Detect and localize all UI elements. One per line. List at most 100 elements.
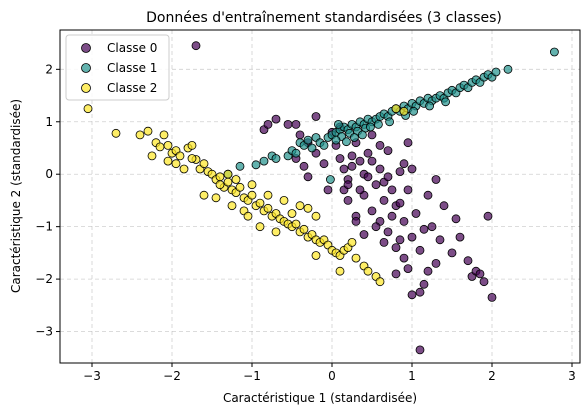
point-classe-0 (419, 279, 429, 289)
point-classe-1 (319, 140, 329, 150)
point-classe-0 (423, 266, 433, 276)
point-classe-0 (347, 161, 357, 171)
point-classe-0 (415, 345, 425, 355)
point-classe-0 (427, 222, 437, 232)
point-classe-0 (367, 206, 377, 216)
point-classe-1 (303, 135, 313, 145)
x-tick-label: 1 (408, 369, 416, 383)
point-classe-2 (347, 237, 357, 247)
plot-frame (59, 29, 581, 364)
point-classe-0 (407, 232, 417, 242)
point-classe-0 (335, 154, 345, 163)
point-classe-2 (187, 154, 197, 163)
point-classe-2 (399, 106, 409, 116)
point-classe-0 (383, 146, 393, 156)
point-classe-2 (83, 104, 93, 114)
point-classe-0 (403, 264, 413, 274)
point-classe-0 (399, 159, 409, 169)
y-axis-label: Caractéristique 2 (standardisée) (9, 99, 23, 293)
legend: Classe 0 Classe 1 Classe 2 (65, 34, 170, 101)
point-classe-0 (191, 41, 201, 51)
point-classe-2 (159, 130, 169, 140)
x-tick-label: −2 (163, 369, 181, 383)
point-classe-2 (375, 277, 385, 287)
point-classe-0 (271, 114, 281, 124)
point-classe-1 (441, 97, 451, 107)
point-classe-0 (347, 151, 357, 161)
point-classe-2 (135, 130, 145, 140)
point-classe-1 (385, 117, 395, 127)
point-classe-0 (375, 140, 385, 150)
x-tick-label: 2 (488, 369, 496, 383)
point-classe-2 (199, 159, 209, 169)
point-classe-0 (363, 148, 373, 158)
point-classe-0 (291, 120, 301, 129)
point-classe-1 (425, 101, 435, 111)
point-classe-0 (431, 175, 441, 184)
point-classe-1 (349, 133, 359, 142)
point-classe-2 (311, 251, 321, 260)
point-classe-0 (479, 277, 489, 287)
legend-marker-classe-0 (81, 43, 91, 53)
point-classe-0 (407, 290, 417, 300)
point-classe-0 (475, 269, 485, 279)
point-classe-0 (387, 185, 397, 195)
point-classe-2 (287, 209, 297, 218)
point-classe-2 (279, 195, 289, 205)
point-classe-2 (155, 142, 165, 152)
axis-ticks: −3 −2 −1 0 1 2 3 −3 −2 −1 0 1 2 (35, 62, 576, 383)
point-classe-1 (235, 161, 245, 171)
point-classe-2 (215, 172, 225, 182)
x-tick-label: −1 (243, 369, 261, 383)
point-classe-0 (323, 185, 333, 195)
point-classe-2 (291, 219, 301, 229)
point-classe-1 (271, 154, 281, 163)
point-classe-2 (363, 266, 373, 276)
point-classe-0 (263, 120, 273, 129)
point-classe-0 (415, 245, 425, 255)
point-classe-2 (227, 201, 237, 211)
point-classe-1 (357, 130, 367, 140)
point-classe-0 (383, 172, 393, 182)
point-classe-2 (223, 169, 233, 179)
point-classe-0 (355, 185, 365, 195)
legend-marker-classe-1 (81, 63, 91, 73)
point-classe-2 (231, 175, 241, 184)
point-classe-2 (255, 198, 265, 208)
point-classe-0 (451, 214, 461, 224)
point-classe-2 (247, 190, 257, 200)
point-classe-0 (395, 167, 405, 177)
point-classe-1 (307, 143, 317, 153)
point-classe-2 (171, 159, 181, 169)
point-classe-0 (439, 201, 449, 211)
legend-label-classe-1: Classe 1 (107, 61, 157, 75)
point-classe-0 (299, 161, 309, 171)
point-classe-0 (407, 164, 417, 174)
point-classe-0 (435, 235, 445, 245)
point-classe-0 (411, 209, 421, 218)
point-classe-0 (371, 222, 381, 232)
point-classe-0 (403, 138, 413, 148)
point-classe-2 (247, 180, 257, 190)
point-classe-1 (259, 156, 269, 166)
point-classe-0 (319, 159, 329, 169)
point-classe-1 (491, 67, 501, 77)
point-classe-2 (163, 140, 173, 150)
point-classe-2 (199, 190, 209, 200)
point-classe-0 (391, 269, 401, 279)
point-classe-0 (371, 180, 381, 190)
x-tick-label: −3 (83, 369, 101, 383)
point-classe-0 (487, 292, 497, 302)
point-classe-0 (359, 230, 369, 239)
point-classe-0 (363, 172, 373, 182)
point-classe-2 (263, 190, 273, 200)
point-classe-0 (375, 164, 385, 174)
point-classe-2 (223, 177, 233, 187)
legend-label-classe-2: Classe 2 (107, 81, 157, 95)
point-classe-0 (283, 120, 293, 129)
point-classe-0 (403, 185, 413, 195)
point-classe-0 (303, 172, 313, 182)
y-tick-label: 1 (45, 115, 53, 129)
